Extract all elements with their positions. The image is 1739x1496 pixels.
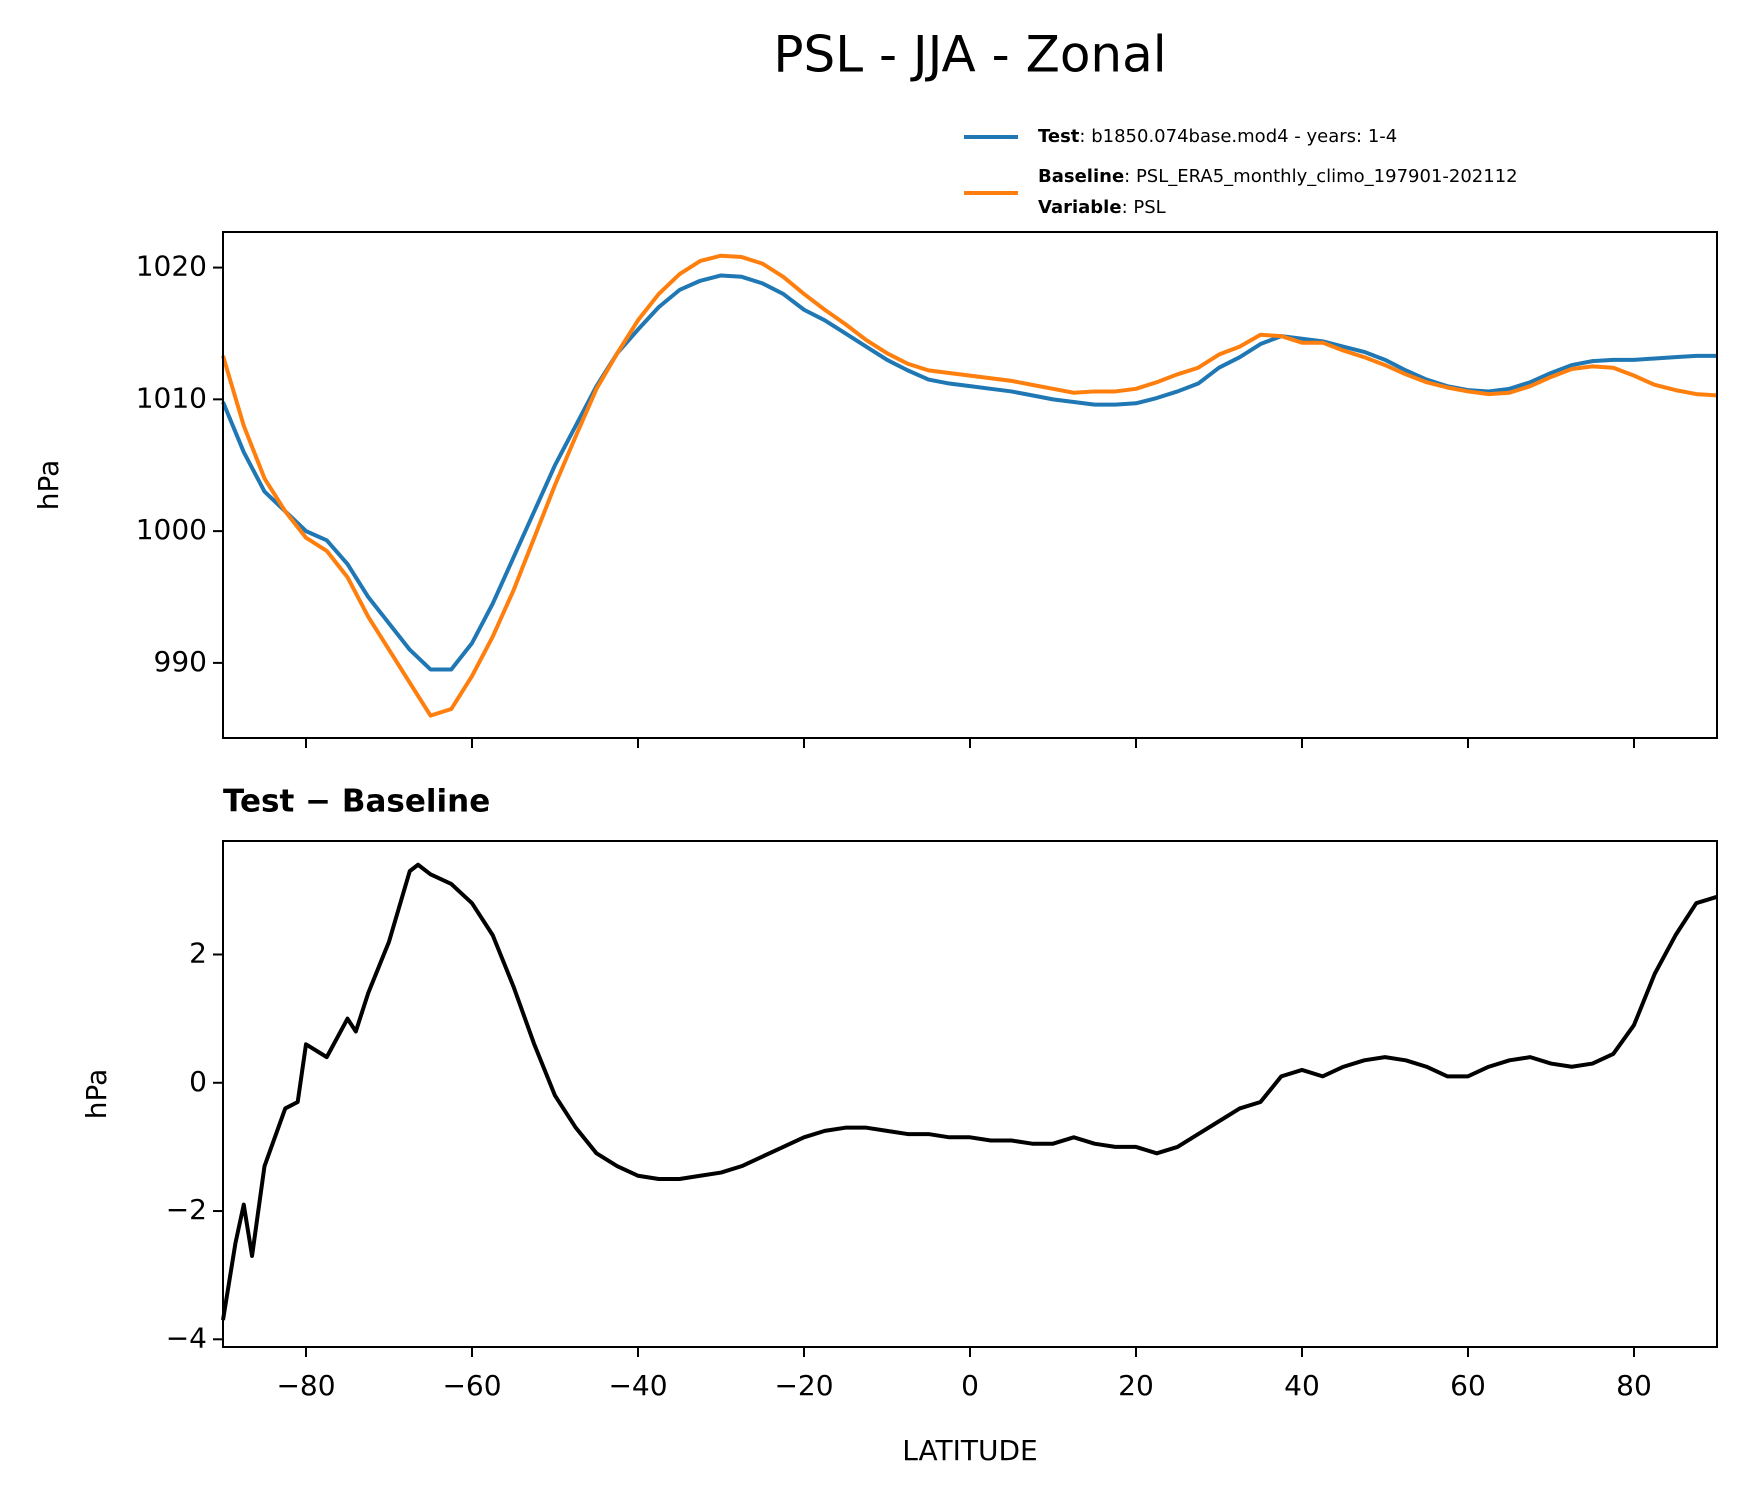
x-tick-label: 80 xyxy=(1616,1369,1652,1402)
x-tick-label: −40 xyxy=(608,1369,667,1402)
y-tick-label: 2 xyxy=(189,937,207,970)
y-tick-label: 1020 xyxy=(136,250,207,283)
legend-name: Test xyxy=(1038,126,1080,147)
legend-name: Variable xyxy=(1038,197,1122,218)
legend-description: : b1850.074base.mod4 - years: 1-4 xyxy=(1079,126,1397,147)
legend-entry: Test: b1850.074base.mod4 - years: 1-4 xyxy=(1038,126,1397,147)
legend-description: : PSL xyxy=(1122,197,1166,218)
legend: Test: b1850.074base.mod4 - years: 1-4 Ba… xyxy=(1038,126,1518,218)
y-axis-label: hPa xyxy=(32,460,65,511)
x-tick-label: 0 xyxy=(961,1369,979,1402)
y-tick-label: 1010 xyxy=(136,381,207,414)
y-tick-label: 990 xyxy=(154,645,207,678)
y-tick-label: −2 xyxy=(166,1193,207,1226)
series-line xyxy=(221,273,1717,672)
legend-description: : PSL_ERA5_monthly_climo_197901-202112 xyxy=(1124,166,1517,187)
series-line xyxy=(221,862,1718,1321)
legend-entry: Variable: PSL xyxy=(1038,197,1166,218)
y-axis-label: hPa xyxy=(80,1069,113,1120)
x-tick-label: 20 xyxy=(1118,1369,1154,1402)
legend-name: Baseline xyxy=(1038,166,1124,187)
y-tick-label: 0 xyxy=(189,1065,207,1098)
x-tick-label: −60 xyxy=(442,1369,501,1402)
y-tick-label: 1000 xyxy=(136,513,207,546)
series-line xyxy=(221,253,1718,718)
plot-frame xyxy=(222,231,1718,739)
legend-entry: Baseline: PSL_ERA5_monthly_climo_197901-… xyxy=(1038,166,1518,187)
x-tick-label: 60 xyxy=(1450,1369,1486,1402)
x-axis-label: LATITUDE xyxy=(902,1434,1037,1467)
subplot-title: Test − Baseline xyxy=(223,784,490,820)
x-tick-label: −80 xyxy=(276,1369,335,1402)
x-tick-label: −20 xyxy=(774,1369,833,1402)
plot-frame xyxy=(222,840,1718,1348)
figure-title: PSL - JJA - Zonal xyxy=(773,26,1166,84)
y-tick-label: −4 xyxy=(166,1321,207,1354)
x-tick-label: 40 xyxy=(1284,1369,1320,1402)
